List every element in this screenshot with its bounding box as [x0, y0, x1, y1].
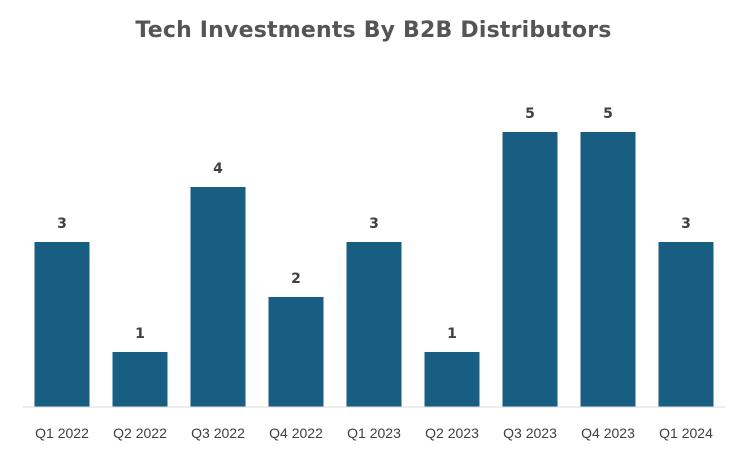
bar-q1-2024: [658, 242, 714, 407]
x-tick-label: Q2 2022: [113, 425, 167, 441]
bar-q2-2022: [112, 352, 168, 407]
data-label: 4: [213, 161, 223, 177]
x-tick-label: Q3 2023: [503, 425, 557, 441]
bar-q3-2022: [190, 187, 246, 407]
x-tick-label: Q1 2022: [35, 425, 89, 441]
data-labels-group: 3 1 4 2 3 1 5 5 3: [57, 106, 691, 342]
data-label: 3: [369, 216, 379, 232]
x-tick-label: Q2 2023: [425, 425, 479, 441]
bar-q3-2023: [502, 132, 558, 407]
bar-q2-2023: [424, 352, 480, 407]
bar-q4-2023: [580, 132, 636, 407]
x-tick-label: Q1 2023: [347, 425, 401, 441]
data-label: 1: [447, 326, 457, 342]
x-tick-label: Q1 2024: [659, 425, 713, 441]
x-tick-label: Q3 2022: [191, 425, 245, 441]
tick-labels-group: Q1 2022 Q2 2022 Q3 2022 Q4 2022 Q1 2023 Q2 20…: [35, 425, 713, 441]
data-label: 2: [291, 271, 301, 287]
x-tick-label: Q4 2023: [581, 425, 635, 441]
bars-group: [34, 132, 714, 407]
bar-q1-2022: [34, 242, 90, 407]
chart-title: Tech Investments By B2B Distributors: [135, 18, 612, 43]
data-label: 5: [603, 106, 613, 122]
bar-q4-2022: [268, 297, 324, 407]
x-tick-label: Q4 2022: [269, 425, 323, 441]
data-label: 5: [525, 106, 535, 122]
bar-q1-2023: [346, 242, 402, 407]
data-label: 1: [135, 326, 145, 342]
data-label: 3: [57, 216, 67, 232]
data-label: 3: [681, 216, 691, 232]
